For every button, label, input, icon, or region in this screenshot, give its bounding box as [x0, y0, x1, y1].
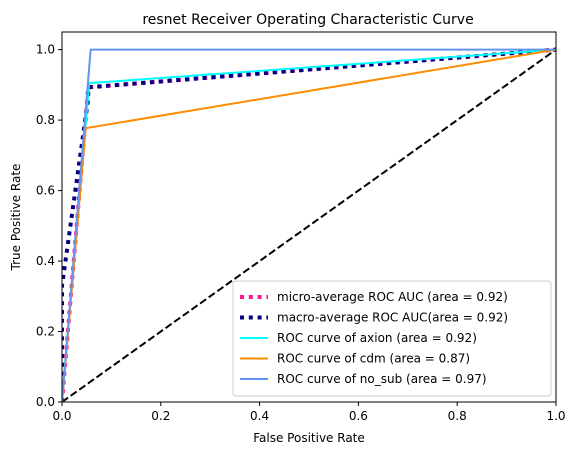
legend-label-macro: macro-average ROC AUC(area = 0.92): [277, 311, 508, 325]
y-tick-label: 0.8: [36, 113, 55, 127]
x-tick-label: 0.4: [250, 409, 269, 423]
y-axis-label: True Positive Rate: [9, 164, 23, 272]
legend-box: [232, 280, 552, 397]
x-tick-label: 0.2: [151, 409, 170, 423]
legend-label-micro: micro-average ROC AUC (area = 0.92): [277, 290, 508, 304]
x-tick-label: 0.0: [52, 409, 71, 423]
plot-frame: [61, 31, 557, 403]
y-tick-label: 0.6: [36, 184, 55, 198]
x-tick-label: 0.6: [349, 409, 368, 423]
legend-label-no-sub: ROC curve of no_sub (area = 0.97): [277, 372, 487, 386]
y-axis: 0.0 0.2 0.4 0.6 0.8 1.0: [36, 43, 62, 409]
legend: micro-average ROC AUC (area = 0.92) macro…: [232, 280, 552, 397]
legend-label-axion: ROC curve of axion (area = 0.92): [277, 331, 477, 345]
roc-line-micro: [62, 47, 556, 402]
y-tick-label: 0.0: [36, 395, 55, 409]
y-tick-label: 0.2: [36, 325, 55, 339]
x-axis-label: False Positive Rate: [253, 431, 365, 445]
chance-reference-line: [62, 48, 556, 402]
y-tick-label: 1.0: [36, 43, 55, 57]
chart-title: resnet Receiver Operating Characteristic…: [142, 12, 473, 28]
roc-line-no-sub: [62, 48, 556, 402]
x-axis: 0.0 0.2 0.4 0.6 0.8 1.0: [52, 402, 566, 423]
legend-label-cdm: ROC curve of cdm (area = 0.87): [277, 352, 470, 366]
plot-lines: [62, 47, 556, 402]
y-tick-label: 0.4: [36, 254, 55, 268]
legend-entries: micro-average ROC AUC (area = 0.92) macro…: [240, 290, 508, 386]
x-tick-label: 1.0: [546, 409, 565, 423]
x-tick-label: 0.8: [448, 409, 467, 423]
